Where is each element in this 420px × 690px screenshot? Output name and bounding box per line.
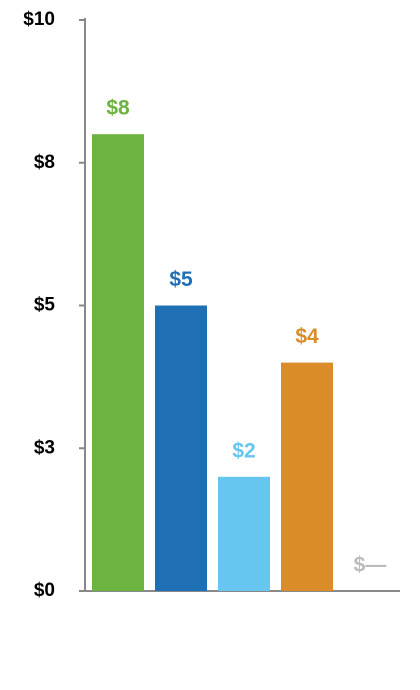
value-label: $8 — [106, 97, 130, 120]
bar — [281, 362, 333, 591]
bar — [92, 134, 144, 591]
bar — [218, 476, 270, 591]
y-tick-label: $10 — [23, 9, 55, 30]
value-label: $5 — [169, 268, 193, 291]
y-tick-label: $0 — [34, 580, 55, 601]
bar — [155, 305, 207, 591]
y-tick-label: $3 — [34, 437, 55, 458]
value-label: $2 — [232, 439, 255, 462]
y-tick-label: $5 — [34, 295, 56, 316]
value-label: $— — [354, 554, 387, 577]
y-tick-label: $8 — [34, 152, 55, 173]
value-label: $4 — [295, 325, 319, 348]
